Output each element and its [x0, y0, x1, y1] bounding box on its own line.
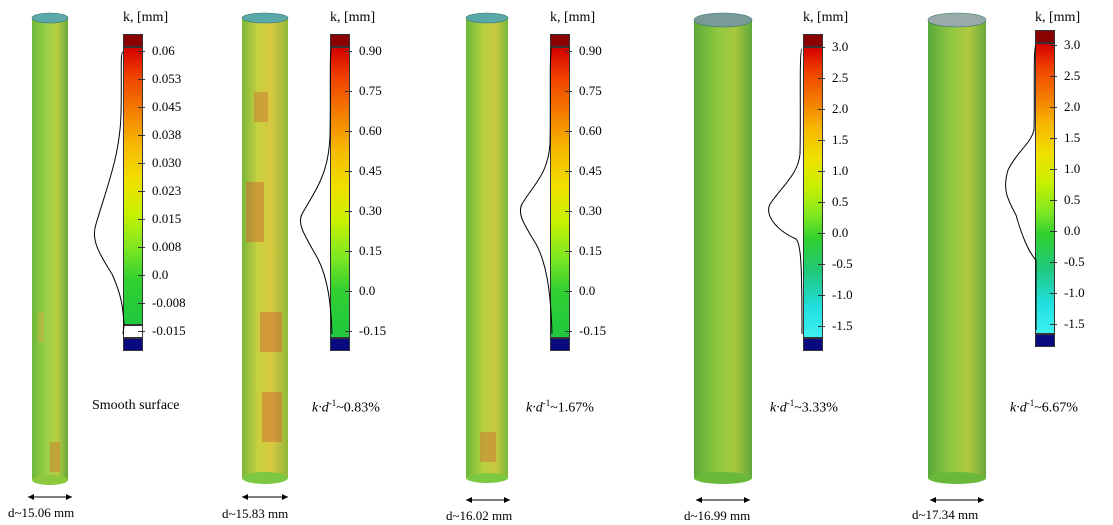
tick-label: 0.75: [345, 83, 382, 98]
cylinder-render: [30, 12, 70, 487]
tick-label: 2.0: [817, 101, 849, 116]
panel-roughness-4: k, [mm] 3.0 2.5 2.0 1.5 1.0 0.5 0.0 -0.5…: [890, 0, 1113, 525]
diameter-arrow: [696, 497, 750, 503]
tick-label: -0.008: [138, 295, 186, 310]
tick-label: -0.5: [1050, 254, 1085, 269]
tick-label: 0.023: [137, 183, 182, 198]
colorbar-title: k, [mm]: [803, 10, 849, 25]
tick-label: 0.15: [345, 243, 382, 258]
tick-label: 0.5: [1049, 192, 1081, 207]
panel-caption: k·d-1~1.67%: [526, 398, 594, 417]
tick-label: 0.30: [345, 203, 382, 218]
tick-label: 0.038: [137, 127, 182, 142]
tick-label: 1.5: [817, 132, 849, 147]
tick-label: -0.15: [344, 323, 387, 338]
caption-value: ~1.67%: [550, 400, 594, 416]
caption-prefix: k·d: [526, 400, 543, 416]
panel-roughness-1: k, [mm] 0.90 0.75 0.60 0.45 0.30 0.15 0.…: [220, 0, 450, 525]
tick-label: -1.5: [818, 318, 853, 333]
cylinder-render: [692, 10, 754, 485]
tick-label: 0.030: [137, 155, 182, 170]
tick-label: -1.0: [1050, 285, 1085, 300]
tick-label: 0.60: [565, 123, 602, 138]
tick-label: 3.0: [1049, 37, 1081, 52]
cylinder-render: [240, 12, 290, 487]
tick-label: 1.5: [1049, 130, 1081, 145]
tick-label: -1.0: [818, 287, 853, 302]
tick-label: 0.0: [564, 283, 596, 298]
distribution-curve: [519, 48, 553, 335]
caption-sup: -1: [542, 398, 551, 408]
tick-label: 1.0: [817, 163, 849, 178]
distribution-curve: [768, 48, 803, 335]
tick-label: 0.90: [565, 43, 602, 58]
tick-label: 0.0: [137, 267, 169, 282]
tick-label: 0.0: [344, 283, 376, 298]
caption-prefix: k·d: [770, 400, 787, 416]
tick-label: 0.008: [137, 239, 182, 254]
diameter-arrow: [930, 497, 984, 503]
diameter-arrow: [28, 494, 72, 500]
panel-caption: k·d-1~6.67%: [1010, 398, 1078, 417]
distribution-curve: [93, 51, 125, 335]
tick-label: 0.053: [137, 71, 182, 86]
panel-roughness-2: k, [mm] 0.90 0.75 0.60 0.45 0.30 0.15 0.…: [446, 0, 670, 525]
tick-label: 0.45: [565, 163, 602, 178]
caption-value: ~0.83%: [336, 400, 380, 416]
tick-label: 0.45: [345, 163, 382, 178]
tick-label: 2.0: [1049, 99, 1081, 114]
tick-label: -0.5: [818, 256, 853, 271]
tick-label: 0.0: [817, 225, 849, 240]
panel-caption: k·d-1~3.33%: [770, 398, 838, 417]
diameter-label: d~15.06 mm: [8, 505, 75, 520]
caption-sup: -1: [328, 398, 337, 408]
caption-prefix: k·d: [1010, 400, 1027, 416]
panel-caption: k·d-1~0.83%: [312, 398, 380, 417]
tick-label: 0.60: [345, 123, 382, 138]
distribution-curve: [1005, 44, 1037, 330]
caption-sup: -1: [786, 398, 795, 408]
colorbar-title: k, [mm]: [1035, 10, 1081, 25]
panel-caption: Smooth surface: [92, 398, 180, 413]
diameter-label: d~15.83 mm: [222, 506, 289, 521]
colorbar-title: k, [mm]: [123, 10, 169, 25]
diameter-arrow: [242, 494, 288, 500]
tick-label: -1.5: [1050, 316, 1085, 331]
tick-label: 0.5: [817, 194, 849, 209]
colorbar-title: k, [mm]: [330, 10, 376, 25]
tick-label: 0.0: [1049, 223, 1081, 238]
panel-smooth: k, [mm] 0.06 0.053 0.045 0.038 0.030 0.0…: [0, 0, 220, 525]
diameter-arrow: [466, 497, 510, 503]
tick-label: 0.90: [345, 43, 382, 58]
diameter-label: d~17.34 mm: [912, 507, 979, 522]
tick-label: 0.06: [138, 43, 175, 58]
tick-label: 0.30: [565, 203, 602, 218]
distribution-curve: [299, 48, 333, 335]
tick-label: -0.15: [564, 323, 607, 338]
tick-label: -0.015: [138, 323, 186, 338]
caption-sup: -1: [1026, 398, 1035, 408]
tick-label: 0.045: [137, 99, 182, 114]
colorbar-title: k, [mm]: [550, 10, 596, 25]
cylinder-render: [926, 10, 988, 485]
caption-prefix: k·d: [312, 400, 329, 416]
tick-label: 0.75: [565, 83, 602, 98]
panel-roughness-3: k, [mm] 3.0 2.5 2.0 1.5 1.0 0.5 0.0 -0.5…: [670, 0, 890, 525]
cylinder-render: [464, 12, 510, 487]
tick-label: 3.0: [817, 39, 849, 54]
diameter-label: d~16.02 mm: [446, 508, 513, 523]
tick-label: 2.5: [1049, 68, 1081, 83]
tick-label: 0.15: [565, 243, 602, 258]
caption-value: ~3.33%: [794, 400, 838, 416]
diameter-label: d~16.99 mm: [684, 508, 751, 523]
tick-label: 1.0: [1049, 161, 1081, 176]
tick-label: 2.5: [817, 70, 849, 85]
tick-label: 0.015: [137, 211, 182, 226]
caption-value: ~6.67%: [1034, 400, 1078, 416]
